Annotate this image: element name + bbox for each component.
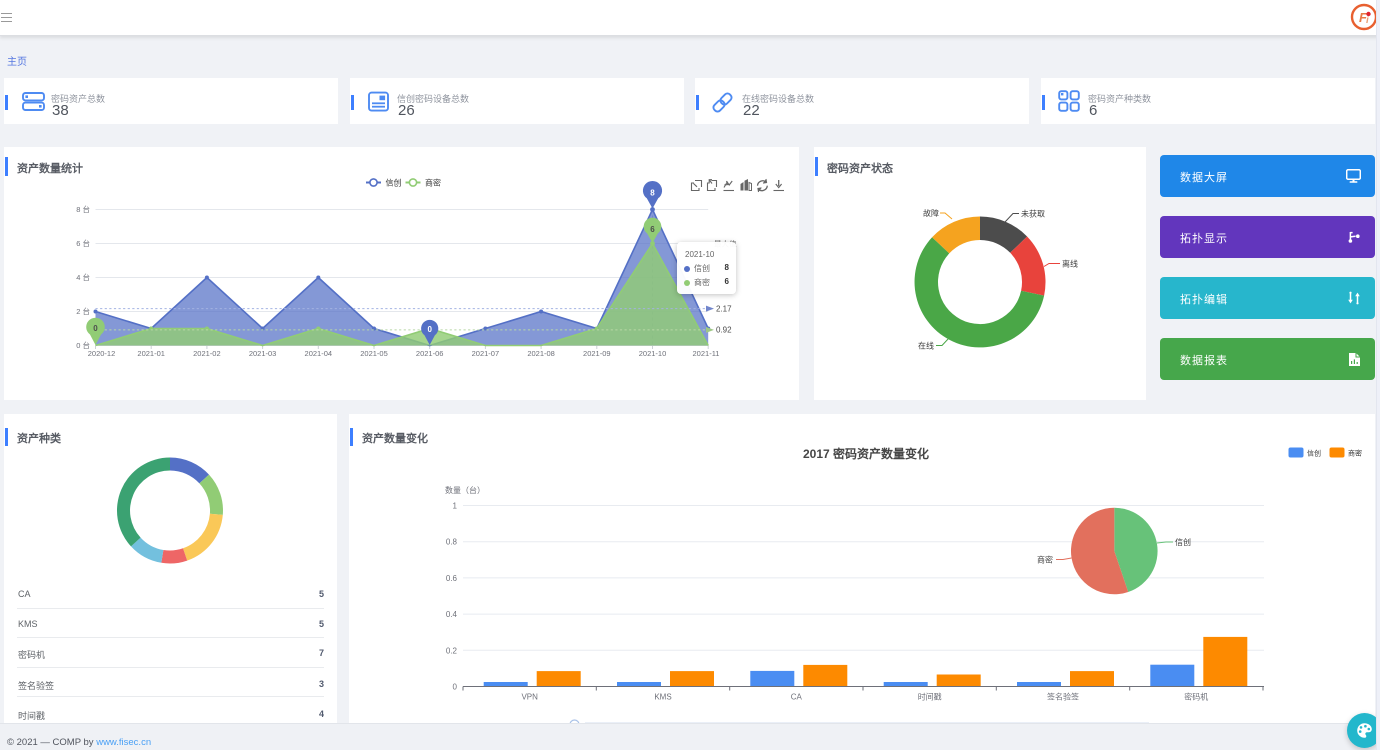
svg-text:2021-04: 2021-04 bbox=[305, 349, 333, 358]
svg-text:1: 1 bbox=[453, 502, 458, 511]
svg-text:2021-06: 2021-06 bbox=[416, 349, 444, 358]
svg-text:签名验签: 签名验签 bbox=[1047, 692, 1079, 702]
svg-text:信创: 信创 bbox=[1307, 449, 1321, 458]
svg-text:F: F bbox=[1359, 10, 1368, 25]
svg-text:2 台: 2 台 bbox=[76, 306, 90, 316]
svg-text:故障: 故障 bbox=[923, 208, 939, 218]
svg-text:商密: 商密 bbox=[1348, 449, 1362, 458]
svg-text:6: 6 bbox=[650, 225, 655, 234]
svg-text:0: 0 bbox=[453, 683, 458, 692]
svg-text:8: 8 bbox=[650, 189, 655, 198]
svg-text:商密: 商密 bbox=[1037, 555, 1053, 565]
svg-text:6 台: 6 台 bbox=[76, 238, 90, 248]
svg-text:0: 0 bbox=[427, 325, 432, 334]
svg-text:未获取: 未获取 bbox=[1021, 209, 1045, 219]
svg-text:2021-08: 2021-08 bbox=[527, 349, 555, 358]
svg-text:2021-05: 2021-05 bbox=[360, 349, 388, 358]
svg-text:时间戳: 时间戳 bbox=[918, 692, 942, 702]
svg-text:i: i bbox=[1366, 15, 1369, 26]
svg-text:离线: 离线 bbox=[1062, 259, 1078, 269]
svg-text:4 台: 4 台 bbox=[76, 272, 90, 282]
svg-text:2.17: 2.17 bbox=[716, 304, 732, 313]
svg-text:0 台: 0 台 bbox=[76, 340, 90, 350]
svg-text:2021-09: 2021-09 bbox=[583, 349, 611, 358]
svg-text:商密: 商密 bbox=[425, 178, 441, 188]
svg-text:2020-12: 2020-12 bbox=[88, 349, 116, 358]
svg-text:8 台: 8 台 bbox=[76, 204, 90, 214]
svg-text:密码机: 密码机 bbox=[1184, 692, 1208, 702]
svg-text:信创: 信创 bbox=[386, 178, 402, 188]
svg-text:0.6: 0.6 bbox=[446, 574, 458, 583]
svg-text:KMS: KMS bbox=[654, 693, 671, 702]
svg-text:2021-01: 2021-01 bbox=[137, 349, 165, 358]
svg-text:0.8: 0.8 bbox=[446, 538, 458, 547]
svg-text:2021-02: 2021-02 bbox=[193, 349, 221, 358]
svg-text:2021-03: 2021-03 bbox=[249, 349, 277, 358]
svg-text:0: 0 bbox=[93, 324, 98, 333]
svg-text:0.92: 0.92 bbox=[716, 326, 732, 335]
svg-text:2021-10: 2021-10 bbox=[639, 349, 667, 358]
svg-text:VPN: VPN bbox=[521, 693, 538, 702]
svg-text:信创: 信创 bbox=[1175, 537, 1191, 547]
svg-text:数量（台）: 数量（台） bbox=[445, 485, 485, 495]
svg-text:CA: CA bbox=[791, 693, 803, 702]
svg-text:在线: 在线 bbox=[918, 341, 934, 351]
svg-text:2021-07: 2021-07 bbox=[472, 349, 500, 358]
svg-text:2021-11: 2021-11 bbox=[693, 349, 720, 358]
svg-text:0.2: 0.2 bbox=[446, 646, 458, 655]
svg-text:0.4: 0.4 bbox=[446, 610, 458, 619]
